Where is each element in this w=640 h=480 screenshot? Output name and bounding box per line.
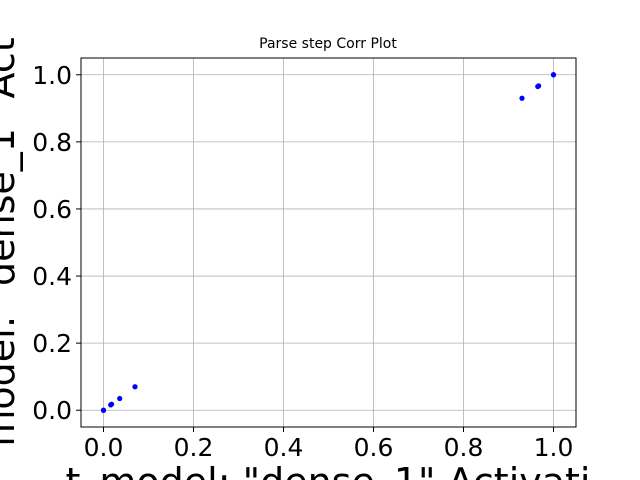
data-point — [536, 83, 542, 89]
data-point — [117, 395, 123, 402]
x-tick-label: 0.6 — [354, 433, 394, 462]
y-tick-label: 0.4 — [32, 262, 72, 291]
y-tick-label: 0.6 — [32, 195, 72, 224]
chart-title: Parse step Corr Plot — [259, 36, 397, 52]
data-points — [100, 72, 557, 413]
x-tick-label: 0.0 — [84, 433, 124, 462]
x-tick-label: 0.4 — [264, 433, 304, 462]
x-tick-label: 1.0 — [534, 433, 574, 462]
x-tick-label: 0.2 — [174, 433, 214, 462]
y-axis: 0.0 0.2 0.4 0.6 0.8 1.0 — [32, 61, 81, 425]
y-tick-label: 0.2 — [32, 329, 72, 358]
y-tick-label: 0.0 — [32, 396, 72, 425]
x-tick-label: 0.8 — [444, 433, 484, 462]
data-point — [550, 72, 557, 78]
plot-frame — [80, 57, 577, 428]
data-point — [519, 95, 525, 101]
x-axis: 0.0 0.2 0.4 0.6 0.8 1.0 — [84, 427, 574, 462]
data-point — [132, 384, 138, 390]
y-tick-label: 0.8 — [32, 128, 72, 157]
x-axis-label: t_model: "dense_1" Activati — [66, 460, 591, 480]
y-tick-label: 1.0 — [32, 61, 72, 90]
data-point — [100, 407, 107, 413]
data-point — [109, 401, 115, 407]
grid-lines — [81, 58, 576, 427]
y-axis-label: model: "dense_1" Act — [0, 37, 23, 446]
